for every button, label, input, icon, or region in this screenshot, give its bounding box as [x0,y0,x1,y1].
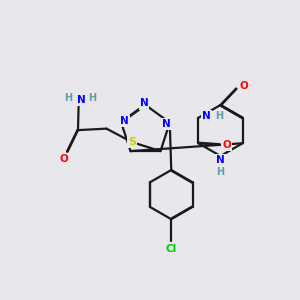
Text: O: O [223,140,231,150]
Text: H: H [216,167,225,178]
Text: H: H [88,93,96,103]
Text: N: N [140,98,148,109]
Text: N: N [162,119,171,129]
Text: S: S [128,137,136,147]
Text: N: N [202,111,211,121]
Text: Cl: Cl [166,244,177,254]
Text: O: O [239,81,248,91]
Text: H: H [64,93,72,103]
Text: N: N [216,154,225,165]
Text: N: N [76,95,85,105]
Text: N: N [120,116,129,126]
Text: O: O [59,154,68,164]
Text: H: H [215,111,223,121]
